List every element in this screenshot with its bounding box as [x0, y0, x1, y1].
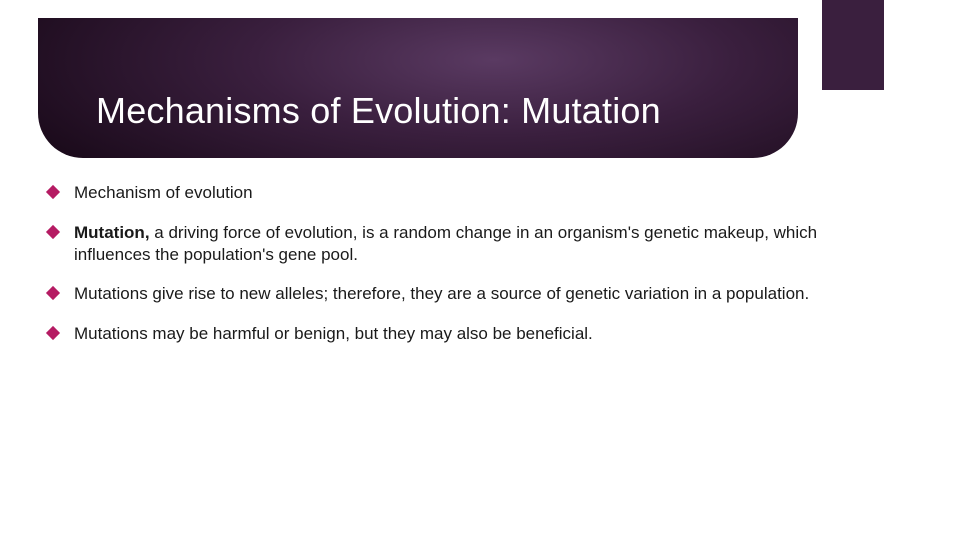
bullet-remainder: a driving force of evolution, is a rando… [74, 223, 817, 264]
bullet-text: Mutations give rise to new alleles; ther… [74, 283, 809, 305]
list-item: Mechanism of evolution [48, 182, 898, 204]
list-item: Mutation, a driving force of evolution, … [48, 222, 898, 266]
diamond-bullet-icon [46, 326, 60, 340]
slide-title: Mechanisms of Evolution: Mutation [96, 90, 661, 132]
bullet-text: Mutations may be harmful or benign, but … [74, 323, 593, 345]
bold-term: Mutation, [74, 223, 150, 242]
title-banner [38, 18, 798, 158]
diamond-bullet-icon [46, 185, 60, 199]
accent-tab [822, 0, 884, 90]
list-item: Mutations may be harmful or benign, but … [48, 323, 898, 345]
bullet-text: Mechanism of evolution [74, 182, 253, 204]
list-item: Mutations give rise to new alleles; ther… [48, 283, 898, 305]
bullet-list: Mechanism of evolution Mutation, a drivi… [48, 182, 898, 363]
bullet-text: Mutation, a driving force of evolution, … [74, 222, 898, 266]
diamond-bullet-icon [46, 225, 60, 239]
diamond-bullet-icon [46, 286, 60, 300]
